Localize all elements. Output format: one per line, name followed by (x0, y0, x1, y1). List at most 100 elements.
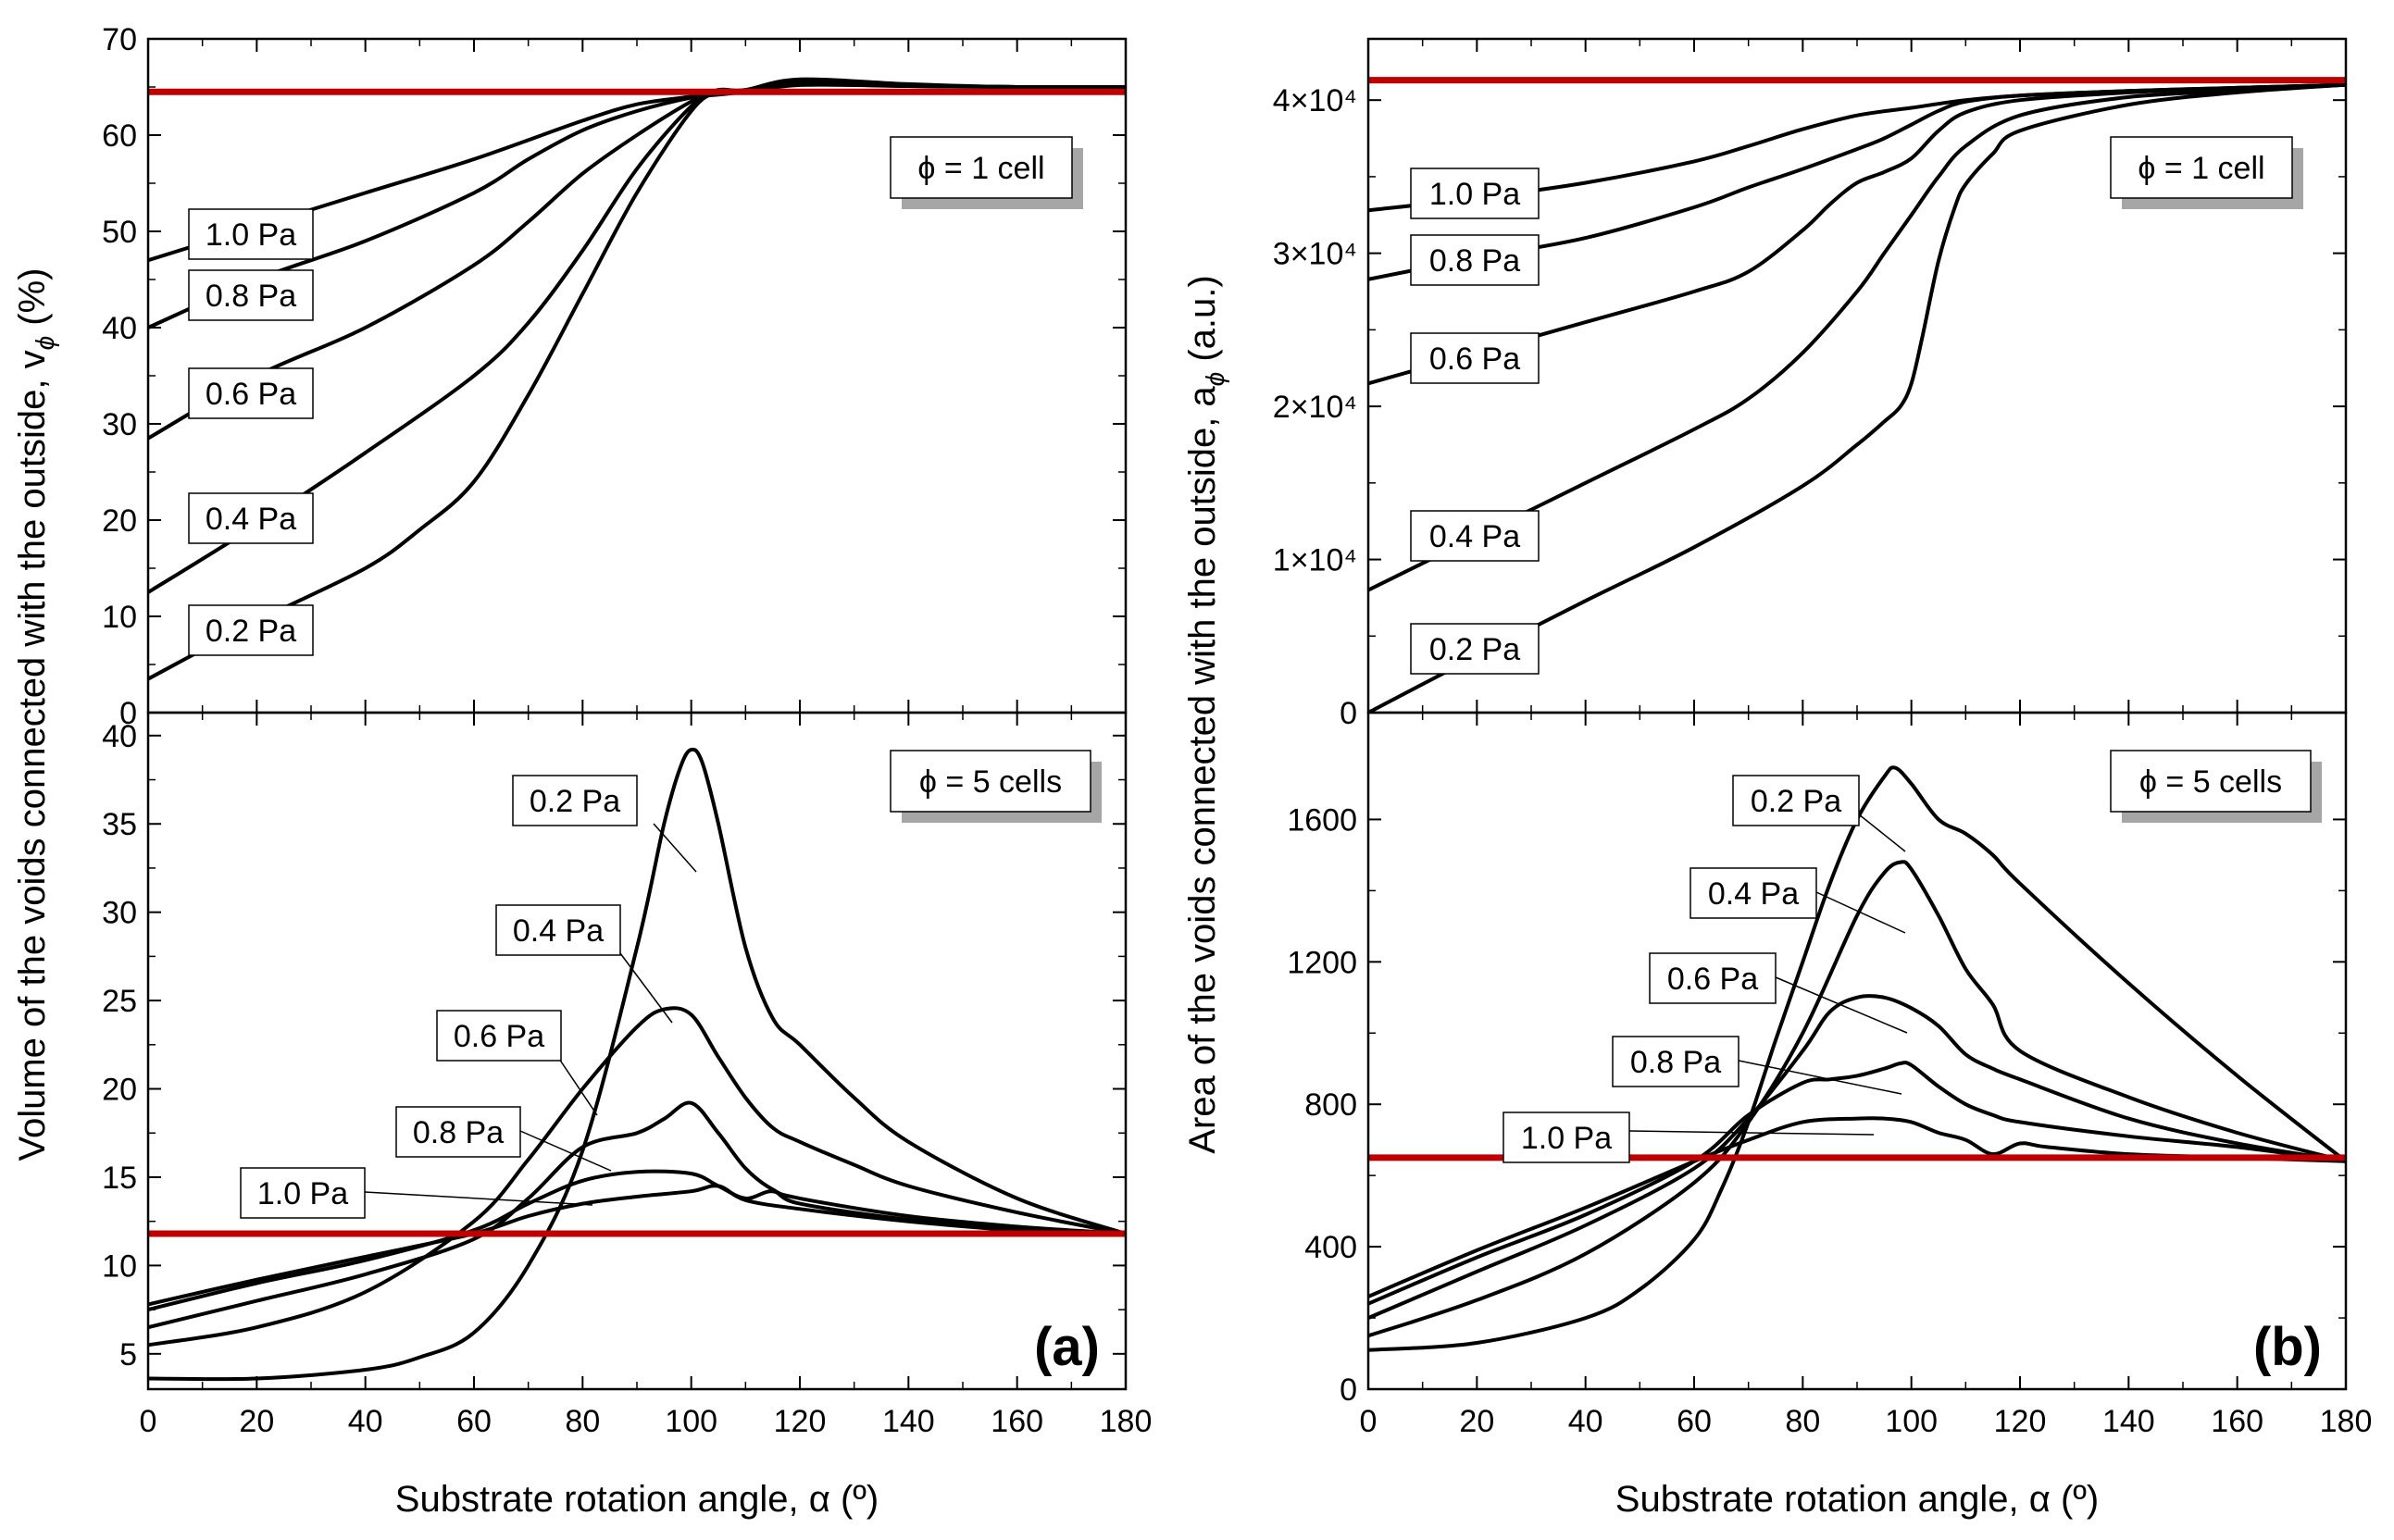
y-tick-label: 10 (102, 1248, 137, 1284)
y-tick-label: 30 (102, 407, 137, 442)
chart-a-top-ticks: 0 10 20 30 40 50 60 70 (102, 22, 1127, 731)
series-label: 0.2 Pa (530, 784, 620, 819)
series-label: 0.4 Pa (1429, 519, 1520, 554)
x-tick-label: 100 (665, 1404, 717, 1439)
chart-b-bottom-ticks: 0 400 800 1200 1600 0 20 40 60 80 100 120 140 160 180 (1287, 713, 2372, 1439)
series-label: 0.2 Pa (1751, 784, 1841, 819)
chart-b-bottom-frame (1366, 711, 2348, 1391)
x-tick-label: 140 (882, 1404, 935, 1439)
chart-a-bottom-series-labels: 0.2 Pa 0.4 Pa 0.6 Pa 0.8 Pa 1.0 Pa (240, 775, 697, 1219)
x-tick-label: 20 (239, 1404, 274, 1439)
series-label: 1.0 Pa (1521, 1121, 1612, 1156)
x-tick-label: 40 (1568, 1404, 1603, 1439)
x-tick-label: 180 (1100, 1404, 1153, 1439)
y-tick-label: 4×10⁴ (1273, 83, 1357, 118)
chart-a-top-series (148, 77, 1126, 681)
series-line-0-2-pa (148, 747, 1126, 1382)
y-tick-label: 40 (102, 719, 137, 754)
series-label: 0.6 Pa (454, 1019, 544, 1054)
y-tick-label: 1×10⁴ (1273, 543, 1357, 578)
x-tick-label: 140 (2102, 1404, 2155, 1439)
series-label: 0.4 Pa (206, 502, 296, 537)
chart-b-bottom-phi-box: ϕ = 5 cells (2110, 750, 2322, 823)
y-tick-label: 1600 (1287, 802, 1357, 838)
chart-a-bottom-phi-box: ϕ = 5 cells (890, 750, 1102, 823)
chart-a-panel-letter: (a) (1034, 1317, 1100, 1377)
x-tick-label: 160 (2211, 1404, 2263, 1439)
chart-b-ylabel: Area of the voids connected with the out… (1182, 275, 1229, 1153)
chart-b-top-ticks: 0 1×10⁴ 2×10⁴ 3×10⁴ 4×10⁴ (1273, 39, 2347, 731)
series-line-0-8-pa (1368, 1061, 2346, 1306)
x-tick-label: 80 (1785, 1404, 1820, 1439)
series-label: 0.4 Pa (513, 913, 604, 949)
x-tick-label: 80 (565, 1404, 600, 1439)
y-tick-label: 30 (102, 896, 137, 931)
chart-a-xlabel: Substrate rotation angle, α (º) (395, 1479, 879, 1520)
y-tick-label: 60 (102, 118, 137, 154)
series-line-1-0-pa (148, 1184, 1126, 1307)
series-label: 1.0 Pa (1429, 177, 1520, 212)
chart-b-top-phi-label: ϕ = 1 cell (2138, 151, 2264, 186)
y-tick-label: 0 (1340, 696, 1357, 731)
series-label: 0.8 Pa (1630, 1045, 1721, 1080)
series-label: 0.8 Pa (1429, 243, 1520, 279)
chart-b-bottom-series (1368, 765, 2346, 1352)
series-label: 1.0 Pa (206, 217, 296, 253)
x-tick-label: 20 (1459, 1404, 1494, 1439)
chart-a-bottom-series (148, 747, 1126, 1382)
series-line-0-2-pa (148, 77, 1126, 681)
series-line-0-6-pa (1368, 994, 2346, 1321)
series-label: 0.6 Pa (1429, 342, 1520, 377)
y-tick-label: 5 (119, 1337, 137, 1372)
chart-b: 0 1×10⁴ 2×10⁴ 3×10⁴ 4×10⁴ 0 400 800 1200 1600 0 20… (1182, 37, 2372, 1520)
chart-b-bottom-phi-label: ϕ = 5 cells (2139, 764, 2282, 800)
series-label: 0.2 Pa (1429, 632, 1520, 667)
y-tick-label: 10 (102, 600, 137, 635)
x-tick-label: 0 (140, 1404, 157, 1439)
series-label: 0.6 Pa (1667, 962, 1758, 997)
series-label: 1.0 Pa (257, 1176, 348, 1211)
x-tick-label: 180 (2320, 1404, 2373, 1439)
series-line-1-0-pa (1368, 1116, 2346, 1298)
y-tick-label: 20 (102, 1073, 137, 1108)
y-tick-label: 50 (102, 215, 137, 250)
chart-b-xlabel: Substrate rotation angle, α (º) (1615, 1479, 2099, 1520)
y-tick-label: 3×10⁴ (1273, 237, 1357, 272)
series-label: 0.8 Pa (413, 1115, 504, 1150)
x-tick-label: 60 (1677, 1404, 1712, 1439)
chart-a-top-series-labels: 1.0 Pa 0.8 Pa 0.6 Pa 0.4 Pa 0.2 Pa (188, 208, 314, 656)
series-line-0-4-pa (1368, 860, 2346, 1338)
y-tick-label: 35 (102, 807, 137, 842)
chart-b-top-series (1368, 77, 2346, 713)
series-line-0-6-pa (148, 1100, 1126, 1330)
y-tick-label: 40 (102, 311, 137, 346)
series-label: 0.8 Pa (206, 279, 296, 314)
x-tick-label: 120 (1994, 1404, 2047, 1439)
y-tick-label: 1200 (1287, 945, 1357, 980)
series-label: 0.4 Pa (1708, 876, 1799, 912)
series-line-0-4-pa (1368, 82, 2346, 592)
chart-b-panel-letter: (b) (2253, 1317, 2322, 1377)
chart-a-bottom-frame (146, 711, 1128, 1391)
y-tick-label: 800 (1304, 1087, 1357, 1123)
y-tick-label: 2×10⁴ (1273, 390, 1357, 425)
series-line-0-6-pa (1368, 82, 2346, 386)
series-label: 0.2 Pa (206, 614, 296, 649)
chart-b-bottom-series-labels: 0.2 Pa 0.4 Pa 0.6 Pa 0.8 Pa 1.0 Pa (1502, 775, 1908, 1163)
y-tick-label: 400 (1304, 1230, 1357, 1265)
x-tick-label: 60 (456, 1404, 492, 1439)
y-tick-label: 20 (102, 503, 137, 539)
chart-a-ylabel: Volume of the voids connected with the o… (12, 268, 59, 1161)
x-tick-label: 0 (1360, 1404, 1378, 1439)
chart-a-bottom-ticks: 5 10 15 20 25 30 35 40 0 20 40 60 80 100 120 140 160 180 (102, 713, 1152, 1439)
x-tick-label: 160 (991, 1404, 1043, 1439)
chart-a-bottom-phi-label: ϕ = 5 cells (919, 764, 1062, 800)
y-tick-label: 70 (102, 22, 137, 57)
series-line-0-2-pa (1368, 82, 2346, 713)
y-tick-label: 15 (102, 1161, 137, 1196)
series-line-0-4-pa (148, 1006, 1126, 1348)
y-tick-label: 0 (119, 696, 137, 731)
chart-a-top-phi-label: ϕ = 1 cell (917, 151, 1044, 186)
